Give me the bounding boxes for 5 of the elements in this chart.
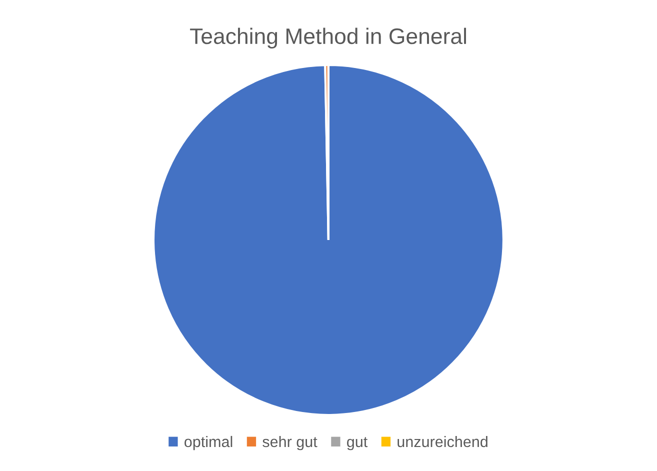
legend-label: sehr gut	[262, 436, 318, 450]
legend-label: gut	[347, 437, 368, 450]
chart-title: Teaching Method in General	[190, 28, 466, 49]
legend-label: unzureichend	[398, 436, 488, 448]
legend-label: optimal	[184, 436, 232, 450]
